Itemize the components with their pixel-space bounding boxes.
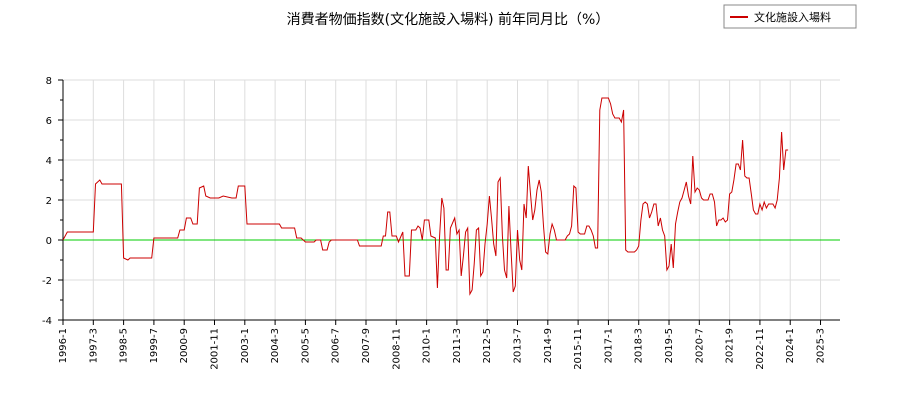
- x-tick-label-19: 2018-3: [634, 328, 645, 363]
- legend-box: [723, 4, 857, 29]
- x-tick-label-18: 2017-1: [603, 328, 614, 363]
- x-tick-label-13: 2011-3: [452, 328, 463, 363]
- chart-title: 消費者物価指数(文化施設入場料) 前年同月比（%）: [287, 11, 610, 28]
- x-tick-label-5: 2001-11: [210, 328, 221, 370]
- x-tick-label-1: 1997-3: [88, 328, 99, 363]
- x-tick-label-3: 1999-7: [149, 328, 160, 363]
- y-tick-label-3: 2: [46, 196, 52, 207]
- x-tick-label-8: 2005-5: [300, 328, 311, 363]
- x-tick-label-24: 2024-1: [785, 328, 796, 363]
- x-tick-label-11: 2008-11: [391, 328, 402, 370]
- axes: -4 -2 0 2 4 6 8 1996-1 1997-3 1998-5 1999-7 2000-9 2…: [42, 76, 840, 370]
- x-tick-label-21: 2020-7: [694, 328, 705, 363]
- x-tick-label-6: 2003-1: [240, 328, 251, 363]
- series-line-0: [62, 97, 789, 296]
- legend: 文化施設入場料: [723, 4, 857, 29]
- x-tick-label-23: 2022-11: [755, 328, 766, 370]
- x-tick-label-14: 2012-5: [482, 328, 493, 363]
- x-tick-label-12: 2010-1: [422, 328, 433, 363]
- x-tick-label-20: 2019-5: [664, 328, 675, 363]
- series-layer: [62, 97, 789, 296]
- x-tick-label-16: 2014-9: [543, 328, 554, 363]
- x-tick-label-0: 1996-1: [58, 328, 69, 363]
- y-tick-label-2: 0: [46, 236, 52, 247]
- x-tick-label-22: 2021-9: [725, 328, 736, 363]
- x-tick-label-25: 2025-3: [816, 328, 827, 363]
- legend-label: 文化施設入場料: [754, 10, 831, 24]
- x-tick-label-4: 2000-9: [179, 328, 190, 363]
- y-tick-label-6: 8: [46, 76, 52, 87]
- x-tick-label-17: 2015-11: [573, 328, 584, 370]
- x-tick-label-2: 1998-5: [119, 328, 130, 363]
- grid: [62, 79, 840, 321]
- x-tick-label-15: 2013-7: [513, 328, 524, 363]
- x-tick-label-9: 2006-7: [331, 328, 342, 363]
- y-tick-label-1: -2: [42, 276, 52, 287]
- y-tick-label-4: 4: [46, 156, 52, 167]
- y-tick-label-0: -4: [42, 316, 52, 327]
- x-tick-label-10: 2007-9: [361, 328, 372, 363]
- y-tick-label-5: 6: [46, 116, 52, 127]
- x-tick-label-7: 2004-3: [270, 328, 281, 363]
